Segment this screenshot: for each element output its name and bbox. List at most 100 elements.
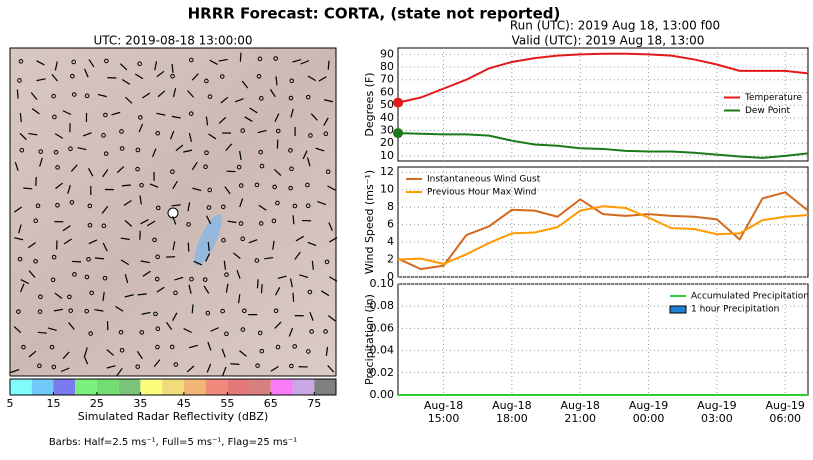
barb	[97, 93, 107, 98]
x-tick-label: 15	[46, 397, 60, 410]
calm-marker	[38, 149, 43, 154]
calm-marker	[135, 364, 140, 369]
barb	[23, 187, 33, 190]
calm-marker	[138, 115, 143, 120]
barb	[191, 304, 194, 314]
barb	[121, 79, 131, 85]
barb	[270, 365, 279, 372]
calm-marker	[155, 130, 160, 136]
barb	[192, 187, 202, 192]
color-segment	[118, 379, 141, 395]
calm-marker	[51, 364, 57, 370]
calm-marker	[240, 128, 246, 133]
barb	[62, 110, 72, 116]
barb	[260, 284, 263, 294]
barb	[187, 202, 191, 212]
calm-marker	[103, 112, 108, 118]
calm-marker	[37, 363, 42, 369]
calm-marker	[69, 200, 75, 205]
barb	[68, 322, 75, 330]
barb	[20, 279, 30, 285]
calm-marker	[254, 182, 260, 188]
barb	[290, 108, 294, 118]
calm-marker	[170, 169, 175, 174]
barb	[10, 369, 20, 374]
calm-marker	[257, 330, 263, 336]
barb	[294, 251, 301, 260]
barb	[67, 184, 71, 194]
barb	[54, 292, 63, 299]
legend-label: 1 hour Precipitation	[691, 305, 779, 315]
start-marker	[393, 128, 403, 139]
barb	[224, 186, 231, 195]
calm-marker	[169, 344, 175, 350]
y-tick-label: 80	[380, 60, 394, 73]
barb	[241, 80, 249, 89]
calm-marker	[188, 57, 194, 63]
calm-marker	[153, 311, 158, 317]
color-segment	[75, 379, 97, 395]
start-marker	[393, 97, 403, 108]
calm-marker	[103, 151, 109, 156]
legend-swatch	[669, 305, 687, 314]
barb	[124, 274, 129, 284]
barb	[55, 182, 63, 190]
calm-marker	[52, 114, 57, 120]
calm-marker	[204, 150, 209, 155]
calm-marker	[71, 92, 77, 97]
barb	[169, 130, 175, 140]
barb	[269, 88, 276, 98]
calm-marker	[84, 274, 90, 280]
barb	[223, 260, 227, 270]
calm-marker	[273, 308, 279, 314]
y-tick-label: 0	[387, 270, 394, 283]
barb	[232, 252, 241, 260]
calm-marker	[288, 148, 293, 153]
calm-marker	[273, 56, 279, 61]
y-tick-label: 40	[380, 111, 394, 124]
barb	[236, 269, 241, 279]
y-tick-label: 60	[380, 85, 394, 98]
barb	[323, 99, 334, 103]
calm-marker	[324, 259, 330, 265]
barb	[137, 293, 147, 296]
calm-marker	[203, 164, 208, 170]
barb	[19, 113, 22, 123]
calm-marker	[305, 203, 311, 209]
barb	[82, 132, 92, 137]
calm-marker	[323, 329, 328, 334]
map	[9, 47, 338, 377]
calm-marker	[33, 218, 39, 224]
calm-marker	[257, 56, 263, 62]
barb	[60, 367, 70, 373]
barb	[248, 239, 258, 244]
barb	[183, 327, 192, 334]
barb	[94, 308, 104, 312]
calm-marker	[240, 236, 246, 242]
barb	[327, 185, 336, 191]
calm-marker	[292, 344, 297, 349]
barb	[151, 148, 157, 158]
calm-marker	[118, 329, 124, 335]
y-tick-label: 10	[380, 183, 394, 196]
barb	[102, 291, 105, 302]
barb	[53, 308, 64, 312]
barb	[116, 166, 125, 174]
barb	[136, 350, 143, 360]
color-segment	[314, 379, 336, 395]
calm-marker	[256, 74, 262, 79]
barb	[222, 366, 227, 376]
calm-marker	[186, 222, 191, 227]
color-segment	[249, 379, 271, 395]
barb	[329, 237, 338, 243]
x-tick-label: Aug-18 18:00	[492, 399, 532, 425]
barb	[172, 312, 178, 321]
calm-marker	[155, 344, 160, 350]
calm-marker	[173, 290, 178, 296]
color-segment	[183, 379, 206, 395]
barb	[30, 92, 38, 100]
calm-marker	[119, 347, 125, 353]
barb	[188, 344, 198, 349]
x-tick-label: Aug-19 06:00	[765, 399, 805, 425]
calm-marker	[50, 277, 56, 283]
